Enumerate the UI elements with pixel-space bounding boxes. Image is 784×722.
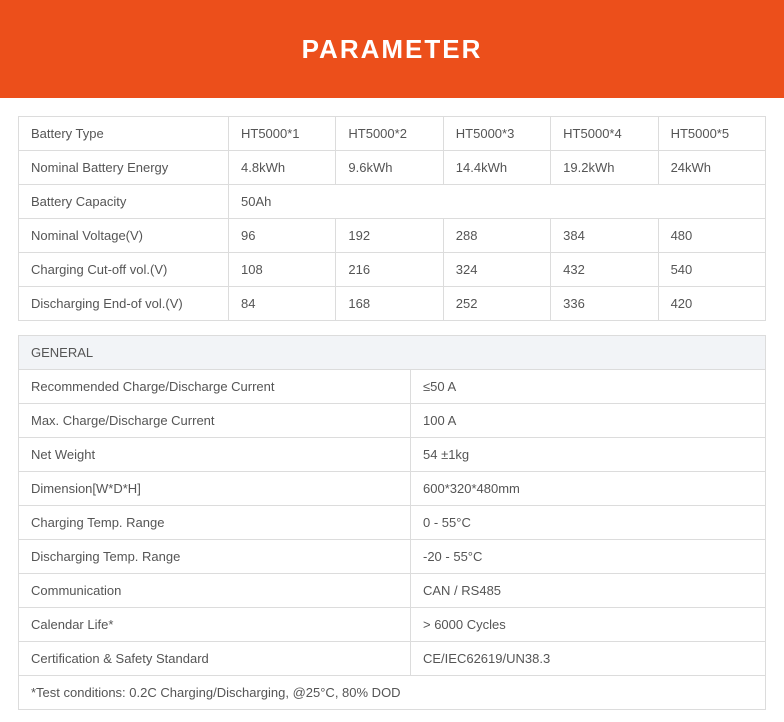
table-row: Nominal Battery Energy 4.8kWh 9.6kWh 14.… (19, 151, 766, 185)
cell: 192 (336, 219, 443, 253)
cell: 420 (658, 287, 765, 321)
table-row: Battery Capacity 50Ah (19, 185, 766, 219)
cell: 384 (551, 219, 658, 253)
cell: 216 (336, 253, 443, 287)
cell: 168 (336, 287, 443, 321)
cell: 19.2kWh (551, 151, 658, 185)
row-label: Net Weight (19, 438, 411, 472)
footnote-text: *Test conditions: 0.2C Charging/Discharg… (19, 676, 766, 710)
row-label: Battery Capacity (19, 185, 229, 219)
table-row: Recommended Charge/Discharge Current ≤50… (19, 370, 766, 404)
row-label: Communication (19, 574, 411, 608)
row-value: CAN / RS485 (411, 574, 766, 608)
row-label: Max. Charge/Discharge Current (19, 404, 411, 438)
table-row: Charging Temp. Range 0 - 55°C (19, 506, 766, 540)
row-value: 54 ±1kg (411, 438, 766, 472)
row-label: Certification & Safety Standard (19, 642, 411, 676)
cell: 14.4kWh (443, 151, 550, 185)
cell: HT5000*2 (336, 117, 443, 151)
page-title: PARAMETER (302, 34, 483, 65)
cell: 480 (658, 219, 765, 253)
section-title: GENERAL (19, 336, 766, 370)
table-row: Nominal Voltage(V) 96 192 288 384 480 (19, 219, 766, 253)
cell: HT5000*1 (229, 117, 336, 151)
table-row: Charging Cut-off vol.(V) 108 216 324 432… (19, 253, 766, 287)
page: PARAMETER Battery Type HT5000*1 HT5000*2… (0, 0, 784, 722)
cell: 324 (443, 253, 550, 287)
cell: 84 (229, 287, 336, 321)
row-value: 100 A (411, 404, 766, 438)
cell: 540 (658, 253, 765, 287)
cell: 336 (551, 287, 658, 321)
header-banner: PARAMETER (0, 0, 784, 98)
table-row: Battery Type HT5000*1 HT5000*2 HT5000*3 … (19, 117, 766, 151)
table-row: Max. Charge/Discharge Current 100 A (19, 404, 766, 438)
cell: HT5000*4 (551, 117, 658, 151)
table-row: Dimension[W*D*H] 600*320*480mm (19, 472, 766, 506)
table-row: Calendar Life* > 6000 Cycles (19, 608, 766, 642)
cell: 108 (229, 253, 336, 287)
row-label: Discharging End-of vol.(V) (19, 287, 229, 321)
row-label: Battery Type (19, 117, 229, 151)
section-header-row: GENERAL (19, 336, 766, 370)
footnote-row: *Test conditions: 0.2C Charging/Discharg… (19, 676, 766, 710)
cell: 252 (443, 287, 550, 321)
cell: 96 (229, 219, 336, 253)
row-label: Calendar Life* (19, 608, 411, 642)
table-row: Discharging Temp. Range -20 - 55°C (19, 540, 766, 574)
cell: 4.8kWh (229, 151, 336, 185)
row-value: 0 - 55°C (411, 506, 766, 540)
row-label: Nominal Battery Energy (19, 151, 229, 185)
general-table: GENERAL Recommended Charge/Discharge Cur… (18, 335, 766, 710)
row-label: Charging Temp. Range (19, 506, 411, 540)
cell: HT5000*5 (658, 117, 765, 151)
cell: 9.6kWh (336, 151, 443, 185)
cell: 432 (551, 253, 658, 287)
spec-table: Battery Type HT5000*1 HT5000*2 HT5000*3 … (18, 116, 766, 321)
table-row: Discharging End-of vol.(V) 84 168 252 33… (19, 287, 766, 321)
row-label: Nominal Voltage(V) (19, 219, 229, 253)
row-label: Dimension[W*D*H] (19, 472, 411, 506)
merged-cell: 50Ah (229, 185, 766, 219)
row-value: > 6000 Cycles (411, 608, 766, 642)
cell: 24kWh (658, 151, 765, 185)
table-row: Net Weight 54 ±1kg (19, 438, 766, 472)
cell: 288 (443, 219, 550, 253)
cell: HT5000*3 (443, 117, 550, 151)
row-label: Charging Cut-off vol.(V) (19, 253, 229, 287)
row-value: CE/IEC62619/UN38.3 (411, 642, 766, 676)
row-value: -20 - 55°C (411, 540, 766, 574)
row-value: ≤50 A (411, 370, 766, 404)
row-label: Recommended Charge/Discharge Current (19, 370, 411, 404)
row-value: 600*320*480mm (411, 472, 766, 506)
row-label: Discharging Temp. Range (19, 540, 411, 574)
content-area: Battery Type HT5000*1 HT5000*2 HT5000*3 … (0, 98, 784, 722)
table-row: Certification & Safety Standard CE/IEC62… (19, 642, 766, 676)
table-row: Communication CAN / RS485 (19, 574, 766, 608)
